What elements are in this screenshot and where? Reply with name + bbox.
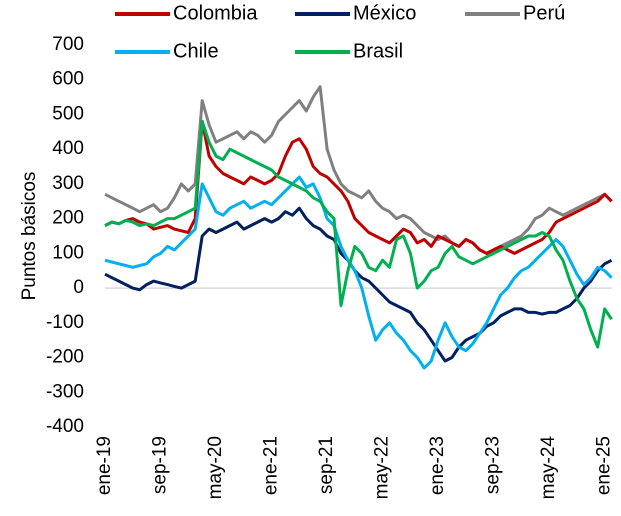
legend-label: Brasil [353, 40, 403, 62]
y-tick-label: 600 [52, 69, 84, 90]
y-tick-label: 300 [52, 173, 84, 194]
legend-label: Colombia [173, 2, 258, 24]
legend-label: México [353, 2, 416, 24]
y-tick-label: 200 [52, 208, 84, 229]
y-tick-label: 0 [73, 277, 84, 298]
x-tick-label: may-20 [205, 436, 226, 499]
x-tick-label: sep-19 [150, 436, 171, 494]
x-tick-label: ene-25 [594, 436, 615, 495]
x-tick-label: may-22 [372, 436, 393, 499]
series-line [104, 206, 613, 363]
y-tick-label: -300 [46, 381, 84, 402]
y-tick-label: 400 [52, 138, 84, 159]
x-tick-label: may-24 [538, 436, 559, 500]
series-line [104, 119, 613, 255]
x-tick-label: ene-19 [94, 436, 115, 495]
y-tick-label: -400 [46, 416, 84, 437]
y-tick-label: 100 [52, 242, 84, 263]
legend-label: Chile [173, 40, 219, 62]
x-tick-label: sep-23 [483, 436, 504, 494]
series-line [104, 85, 613, 255]
y-tick-label: 500 [52, 103, 84, 124]
x-tick-label: ene-21 [261, 436, 282, 495]
legend-label: Perú [523, 2, 565, 24]
series-line [104, 119, 613, 349]
y-axis-label: Puntos básicos [19, 172, 40, 301]
x-tick-label: sep-21 [316, 436, 337, 494]
x-tick-label: ene-23 [427, 436, 448, 495]
y-tick-label: -100 [46, 312, 84, 333]
series-line [104, 175, 613, 370]
y-tick-label: -200 [46, 347, 84, 368]
y-tick-label: 700 [52, 34, 84, 55]
